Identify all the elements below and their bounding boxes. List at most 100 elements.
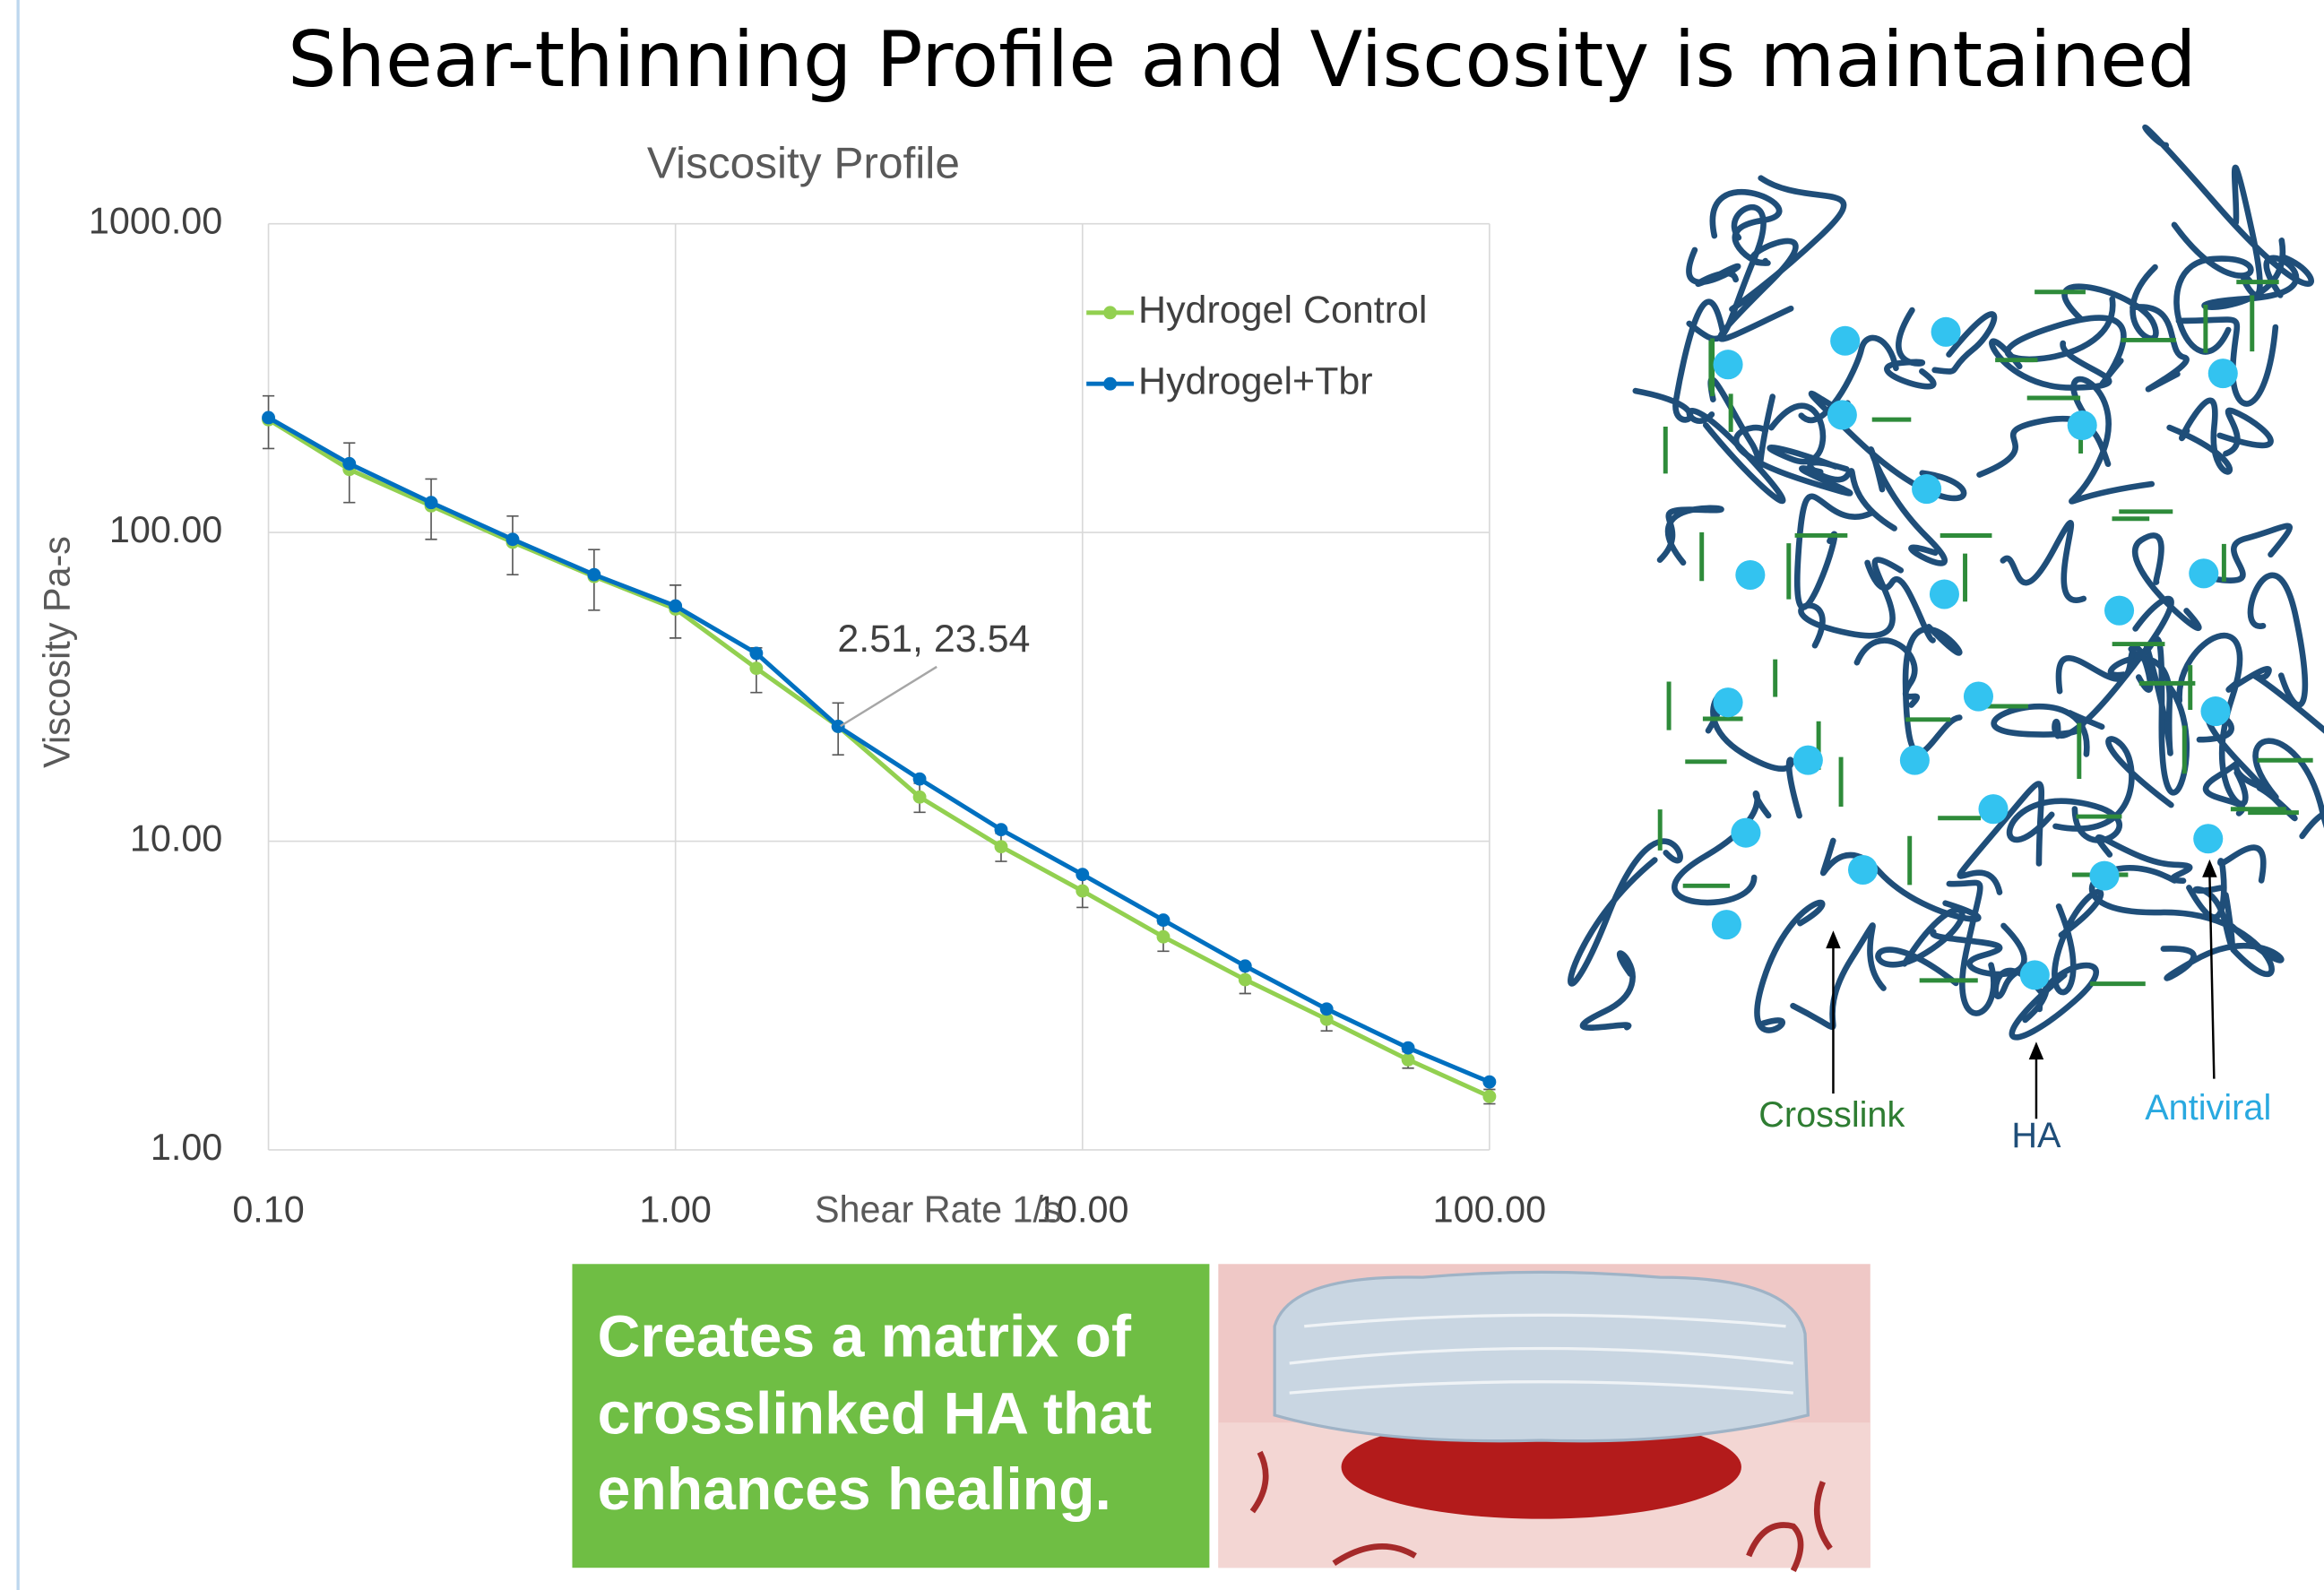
antiviral-dot [2089,861,2119,891]
data-point [1076,885,1089,898]
y-tick-label: 10.00 [130,817,222,859]
antiviral-dot [1964,682,1993,712]
ha-chain [1878,910,1962,983]
data-point [1402,1053,1415,1067]
data-point [832,720,845,733]
ha-chain [2003,523,2084,600]
data-point [1157,913,1171,927]
ha-chain [1793,925,1884,1026]
antiviral-dot [2068,410,2097,440]
caption-line: crosslinked HA that [598,1381,1153,1447]
data-point [1239,973,1252,987]
y-axis-title: Viscosity Pa-s [36,536,77,768]
arrow-head [1826,930,1841,948]
legend-label: Hydrogel Control [1138,289,1427,332]
ha-chain [1689,250,1738,284]
data-point [913,773,927,786]
chart: Viscosity Profile1.0010.00100.001000.000… [36,137,1546,1230]
data-point [506,532,520,546]
ha-chain [1905,626,1959,752]
data-point [669,600,682,613]
data-point [995,840,1008,853]
label-arrow [2209,874,2214,1078]
annotation: 2.51, 23.54 [837,618,1030,661]
antiviral-dot [2104,596,2134,626]
data-point [1239,959,1252,972]
antiviral-dot [1912,474,1941,504]
ha-chain [1994,706,2103,754]
data-point [342,457,356,471]
antiviral-dot [2200,696,2230,726]
antiviral-dot [1712,910,1741,939]
x-tick-label: 100.00 [1433,1188,1546,1230]
x-tick-label: 0.10 [232,1188,304,1230]
antiviral-dot [1830,326,1860,356]
antiviral-dot [1735,560,1765,590]
antiviral-dot [1900,746,1930,775]
antiviral-dot [2020,960,2050,989]
ha-chain [1949,883,1993,1014]
arrow-head [2202,860,2217,877]
caption-panel: Creates a matrix of crosslinked HA that … [572,1264,1209,1568]
x-axis-title: Shear Rate 1/s [815,1188,1062,1230]
antiviral-dot [2189,558,2218,588]
antiviral-dot [2208,359,2238,388]
ha-chain [1797,497,1871,608]
ha-chain [1871,449,1945,563]
data-point [1320,1002,1334,1015]
ha-chain [1757,903,1822,1031]
data-point [995,823,1008,836]
ha-chain [1713,192,1779,263]
slide: Shear-thinning Profile and Viscosity is … [0,0,2324,1590]
arrow-head [2029,1041,2044,1059]
y-tick-label: 1000.00 [89,201,222,242]
x-tick-label: 1.00 [639,1188,711,1230]
data-point [1482,1076,1496,1089]
antiviral-dot [1714,350,1743,379]
data-point [749,646,763,660]
antiviral-dot [2193,824,2223,853]
annotation-leader [841,667,937,726]
ha-chain [1932,926,2024,974]
antiviral-dot [1848,855,1878,885]
antiviral-dot [1978,794,2008,824]
data-point [1402,1041,1415,1055]
diagram-label: HA [2011,1116,2061,1155]
ha-chain [2071,379,2151,501]
y-tick-label: 1.00 [151,1127,222,1168]
ha-chain [1801,560,1900,646]
diagram-label: Crosslink [1758,1095,1905,1135]
data-point [1482,1090,1496,1103]
antiviral-dot [1731,818,1760,848]
page: {"title": "Shear-thinning Profile and Vi… [0,0,2324,1590]
ha-chain [2251,575,2305,705]
antiviral-dot [1930,579,1959,609]
legend-marker [1103,306,1117,319]
legend-label: Hydrogel+Tbr [1138,360,1373,403]
hydrogel-diagram: Crosslink HA Antiviral [1570,127,2324,1155]
data-point [587,568,600,582]
data-point [425,496,438,509]
wound-illustration [1218,1264,1870,1570]
data-point [1157,930,1171,944]
data-point [749,661,763,675]
caption-line: Creates a matrix of [598,1304,1132,1370]
diagram-label: Antiviral [2145,1088,2271,1128]
ha-chain [2009,801,2120,841]
data-point [262,411,275,425]
legend-marker [1103,377,1117,391]
data-point [1076,868,1089,881]
antiviral-dot [1827,400,1857,429]
antiviral-dot [1714,687,1743,717]
ha-chain [2008,299,2123,384]
ha-chain [2092,868,2272,973]
ha-chain [1887,310,1933,386]
ha-chain [1583,954,1633,1028]
series-line [269,419,1490,1096]
ha-chain [1823,841,1978,920]
data-point [913,791,927,804]
ha-chain [1660,508,1721,563]
ha-chain [2220,410,2271,454]
antiviral-dot [1931,317,1961,347]
slide-title: Shear-thinning Profile and Viscosity is … [288,15,2197,105]
